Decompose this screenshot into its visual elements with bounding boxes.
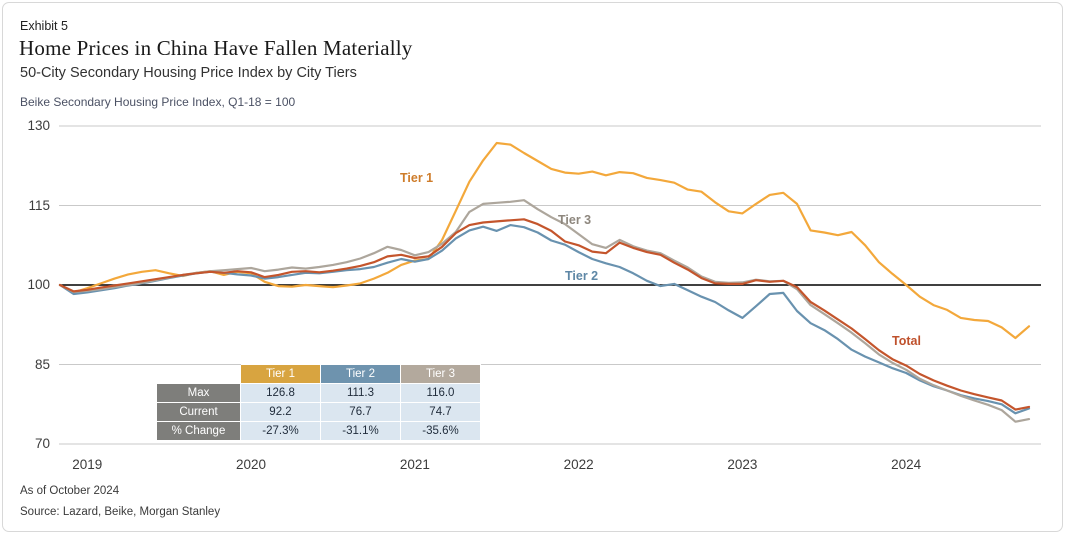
x-axis-label-2019: 2019 — [72, 457, 103, 472]
table-cell-current-tier-3: 74.7 — [400, 402, 481, 422]
exhibit-number: Exhibit 5 — [20, 19, 68, 33]
series-label-tier-3: Tier 3 — [558, 213, 592, 227]
table-row-label-current: Current — [156, 402, 241, 422]
x-axis-label-2023: 2023 — [727, 457, 758, 472]
table-header-tier-3: Tier 3 — [400, 364, 481, 384]
x-axis-label-2020: 2020 — [236, 457, 267, 472]
table-header-tier-1: Tier 1 — [240, 364, 321, 384]
table-cell-max-tier-3: 116.0 — [400, 383, 481, 403]
table-cell-max-tier-1: 126.8 — [240, 383, 321, 403]
series-line-tier-1 — [58, 141, 1031, 340]
table-corner-cell — [157, 365, 241, 384]
y-axis-label-100: 100 — [27, 277, 50, 292]
series-label-tier-2: Tier 2 — [565, 269, 599, 283]
x-axis-label-2021: 2021 — [399, 457, 430, 472]
table-cell-pct-change-tier-1: -27.3% — [240, 421, 321, 441]
x-axis-label-2022: 2022 — [563, 457, 594, 472]
table-row-label-max: Max — [156, 383, 241, 403]
y-axis-label-130: 130 — [27, 118, 50, 133]
series-line-total — [58, 218, 1031, 411]
table-cell-pct-change-tier-2: -31.1% — [320, 421, 401, 441]
y-axis-label-115: 115 — [28, 197, 50, 213]
page-subtitle: 50-City Secondary Housing Price Index by… — [20, 65, 357, 81]
y-axis-label-70: 70 — [34, 436, 50, 451]
table-cell-current-tier-1: 92.2 — [240, 402, 321, 422]
source-note: Source: Lazard, Beike, Morgan Stanley — [20, 506, 221, 518]
axis-units-note: Beike Secondary Housing Price Index, Q1-… — [20, 95, 296, 109]
summary-table: Tier 1 Tier 2 Tier 3 Max 126.8 111.3 116.0 Curr… — [156, 364, 481, 441]
line-chart: 130 115 100 85 70 2019 2020 2021 2022 2023 2024 Tie… — [3, 3, 1062, 531]
series-label-tier-1: Tier 1 — [400, 171, 434, 185]
table-header-tier-2: Tier 2 — [320, 364, 401, 384]
as-of-note: As of October 2024 — [20, 485, 120, 497]
table-cell-pct-change-tier-3: -35.6% — [400, 421, 481, 441]
table-cell-current-tier-2: 76.7 — [320, 402, 401, 422]
table-cell-max-tier-2: 111.3 — [320, 383, 401, 403]
y-axis-label-85: 85 — [34, 356, 50, 372]
chart-canvas — [58, 125, 1041, 445]
x-axis-label-2024: 2024 — [891, 457, 922, 472]
series-line-tier-3 — [58, 199, 1031, 423]
series-label-total: Total — [892, 334, 921, 348]
page-title: Home Prices in China Have Fallen Materia… — [19, 36, 413, 60]
table-row-label-pct-change: % Change — [156, 421, 241, 441]
